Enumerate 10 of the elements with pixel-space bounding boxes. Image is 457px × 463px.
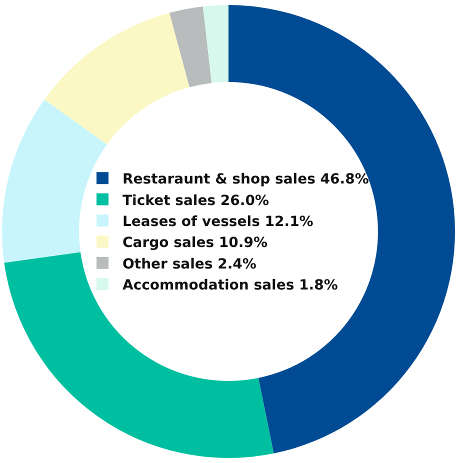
- legend-label: Restaraunt & shop sales 46.8%: [122, 172, 369, 188]
- donut-slice: [2, 100, 108, 263]
- legend-label: Leases of vessels 12.1%: [122, 214, 314, 230]
- legend-label: Ticket sales 26.0%: [122, 192, 269, 209]
- legend-label: Accommodation sales 1.8%: [122, 278, 338, 294]
- donut-slice: [44, 12, 190, 144]
- donut-slice: [169, 6, 212, 88]
- legend-label: Other sales 2.4%: [122, 256, 256, 272]
- donut-slice: [202, 5, 228, 83]
- legend-label: Cargo sales 10.9%: [122, 235, 268, 252]
